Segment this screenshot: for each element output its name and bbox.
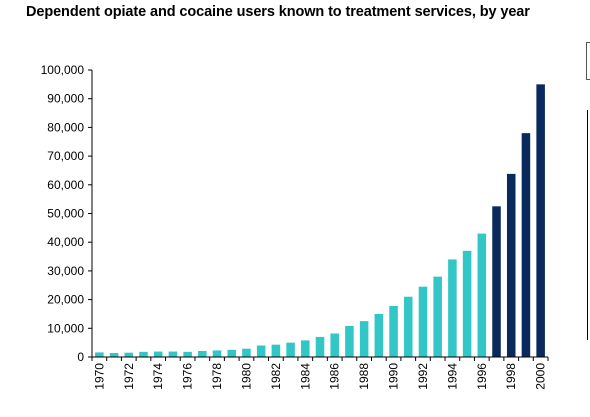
x-tick-label: 1974: [151, 363, 165, 390]
bar-1989: [374, 313, 384, 357]
bar-1994: [448, 259, 457, 357]
y-tick-label: 60,000: [47, 178, 84, 192]
bar-1970: [95, 352, 104, 357]
x-tick-label: 1998: [504, 363, 518, 390]
bar-1986: [330, 333, 339, 357]
x-tick-label: 1990: [387, 363, 401, 390]
bar-1996: [477, 233, 487, 357]
bar-1992: [418, 286, 428, 357]
bar-1977: [198, 350, 207, 357]
x-tick-label: 1996: [475, 363, 489, 390]
bar-1971: [109, 352, 119, 357]
bar-1981: [256, 345, 266, 357]
bar-1975: [168, 351, 178, 357]
y-tick-label: 30,000: [47, 264, 84, 278]
bar-1984: [301, 340, 310, 357]
y-tick-label: 100,000: [41, 63, 85, 77]
side-divider-line: [587, 110, 588, 340]
x-tick-label: 1994: [445, 363, 459, 390]
bar-1974: [153, 351, 163, 357]
bar-1990: [389, 305, 398, 357]
chart-title: Dependent opiate and cocaine users known…: [26, 4, 530, 20]
bar-1991: [403, 296, 413, 357]
bar-1997: [492, 206, 501, 357]
x-tick-label: 1992: [416, 363, 430, 390]
y-tick-label: 80,000: [47, 120, 84, 134]
y-axis: 0 10,000 20,000 30,000 40,000 50,000 60,000 70,…: [41, 63, 93, 364]
y-tick-label: 70,000: [47, 149, 84, 163]
bar-1999: [521, 133, 531, 357]
bar-1985: [315, 336, 325, 357]
bar-1983: [286, 342, 295, 357]
x-tick-label: 2000: [534, 363, 548, 390]
x-tick-label: 1986: [328, 363, 342, 390]
x-tick-label: 1984: [298, 363, 312, 390]
x-tick-label: 1970: [92, 363, 106, 390]
bar-1988: [359, 321, 369, 357]
x-tick-label: 1978: [210, 363, 224, 390]
x-tick-label: 1980: [239, 363, 253, 390]
bar-1972: [124, 352, 134, 357]
x-axis: 1970 1972 1974 1976 1978 1980 1982 1984 1986 1988…: [91, 356, 549, 390]
bar-1980: [242, 348, 251, 357]
bars: [95, 84, 545, 357]
bar-1998: [506, 173, 516, 357]
bar-2000: [536, 84, 545, 357]
bar-1978: [212, 350, 222, 357]
y-tick-label: 10,000: [47, 321, 84, 335]
x-tick-label: 1982: [269, 363, 283, 390]
x-tick-label: 1976: [181, 363, 195, 390]
y-tick-label: 20,000: [47, 293, 84, 307]
bar-1982: [271, 344, 281, 357]
legend-box: [586, 42, 590, 80]
bar-1995: [462, 250, 472, 357]
y-tick-label: 40,000: [47, 235, 84, 249]
x-tick-label: 1988: [357, 363, 371, 390]
x-tick-label: 1972: [122, 363, 136, 390]
bar-1976: [183, 351, 192, 357]
y-tick-label: 50,000: [47, 207, 84, 221]
y-tick-label: 90,000: [47, 92, 84, 106]
bar-1993: [433, 276, 442, 357]
bar-1973: [139, 351, 148, 357]
bar-1987: [345, 326, 354, 357]
y-tick-label: 0: [77, 350, 84, 364]
bar-1979: [227, 349, 237, 357]
